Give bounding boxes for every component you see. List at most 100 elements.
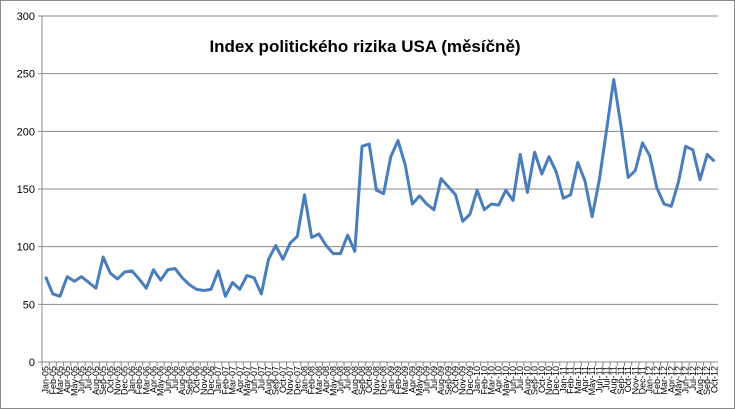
x-tick-label: Dec-06 [206,366,216,395]
x-tick-label: Aug-11 [609,366,619,394]
x-tick-label: Sep-11 [616,366,626,394]
x-tick-label: Aug-12 [695,366,705,395]
x-tick-label: Sep-05 [98,366,108,395]
x-tick-label: Mar-12 [659,366,669,395]
x-tick-label: Jun-12 [681,366,691,394]
x-tick-label: Mar-07 [228,366,238,395]
x-tick-label: Jul-12 [688,366,698,391]
x-tick-label: Feb-09 [393,366,403,395]
x-tick-label: Jan-06 [127,366,137,394]
x-tick-label: Jan-10 [472,366,482,394]
y-tick-label: 200 [17,126,35,138]
x-tick-label: Nov-09 [458,366,468,395]
x-tick-label: Dec-09 [465,366,475,395]
x-tick-label: Nov-06 [199,366,209,395]
y-tick-label: 250 [17,69,35,81]
y-tick-label: 100 [17,242,35,254]
x-tick-label: Feb-06 [134,366,144,395]
x-tick-label: Aug-06 [177,366,187,395]
x-tick-label: Dec-11 [637,366,647,394]
x-tick-label: May-08 [328,366,338,396]
x-tick-label: Jan-08 [299,366,309,394]
x-tick-label: Sep-10 [530,366,540,395]
x-tick-label: Jul-06 [170,366,180,391]
x-tick-label: Jun-09 [422,366,432,394]
x-tick-label: Oct-07 [278,366,288,393]
x-tick-label: Mar-08 [314,366,324,395]
x-tick-label: Mar-06 [141,366,151,395]
x-tick-label: Jul-11 [602,366,612,390]
x-tick-label: Oct-10 [537,366,547,393]
x-tick-label: Nov-05 [113,366,123,395]
x-tick-label: Nov-11 [630,366,640,394]
x-tick-label: Mar-05 [55,366,65,395]
x-tick-label: Apr-12 [666,366,676,393]
x-tick-label: Jul-09 [429,366,439,391]
x-tick-label: Sep-12 [702,366,712,395]
x-tick-label: Apr-10 [494,366,504,393]
x-tick-label: Jan-07 [213,366,223,394]
chart-title: Index politického rizika USA (měsíčně) [209,37,520,56]
x-tick-label: May-05 [69,366,79,396]
x-tick-label: Apr-08 [321,366,331,393]
x-tick-label: Sep-06 [184,366,194,395]
x-tick-label: Feb-11 [566,366,576,394]
x-tick-label: Nov-07 [285,366,295,395]
y-tick-label: 50 [23,299,35,311]
x-tick-label: Jun-11 [594,366,604,393]
x-tick-label: Dec-07 [292,366,302,395]
x-tick-label: Jan-11 [558,366,568,393]
x-tick-label: Oct-09 [451,366,461,393]
x-tick-label: May-10 [501,366,511,396]
x-tick-label: Jul-07 [256,366,266,391]
x-tick-label: May-06 [156,366,166,396]
x-tick-label: May-11 [587,366,597,395]
x-tick-label: Mar-10 [486,366,496,395]
x-tick-label: Jan-12 [645,366,655,394]
x-tick-label: Dec-10 [551,366,561,395]
x-tick-label: Apr-11 [580,366,590,392]
x-tick-label: Nov-08 [371,366,381,395]
x-tick-label: May-12 [673,366,683,396]
x-tick-label: Jun-07 [249,366,259,394]
x-tick-label: Sep-09 [443,366,453,395]
x-tick-label: May-09 [415,366,425,396]
x-tick-label: Oct-05 [105,366,115,393]
x-tick-label: Nov-10 [544,366,554,395]
x-tick-label: Apr-05 [62,366,72,393]
x-tick-label: Sep-07 [271,366,281,395]
x-tick-label: Jan-09 [386,366,396,394]
x-tick-label: Aug-05 [91,366,101,395]
y-tick-label: 0 [29,357,35,369]
x-tick-label: Jun-08 [335,366,345,394]
x-tick-label: Dec-05 [120,366,130,395]
x-tick-label: Oct-11 [623,366,633,392]
x-tick-label: Jul-05 [84,366,94,391]
x-tick-label: Sep-08 [357,366,367,395]
x-tick-label: Dec-08 [379,366,389,395]
x-tick-label: Feb-10 [479,366,489,395]
y-tick-label: 300 [17,11,35,23]
x-tick-label: Mar-09 [400,366,410,395]
x-tick-label: Feb-08 [307,366,317,395]
x-tick-label: Oct-06 [192,366,202,393]
x-tick-label: Oct-08 [364,366,374,393]
x-tick-label: Jul-10 [515,366,525,391]
x-tick-label: Aug-07 [264,366,274,395]
x-tick-label: Mar-11 [573,366,583,394]
x-tick-label: Aug-10 [522,366,532,395]
y-tick-label: 150 [17,184,35,196]
x-tick-label: Jun-06 [163,366,173,394]
x-tick-label: May-07 [242,366,252,396]
x-tick-label: Jul-08 [343,366,353,391]
x-tick-label: Feb-05 [48,366,58,395]
x-tick-label: Oct-12 [709,366,719,393]
x-tick-label: Apr-09 [407,366,417,393]
data-line [44,77,716,298]
x-tick-label: Aug-08 [350,366,360,395]
x-tick-label: Feb-07 [220,366,230,395]
x-tick-label: Jun-05 [77,366,87,394]
x-tick-label: Aug-09 [436,366,446,395]
